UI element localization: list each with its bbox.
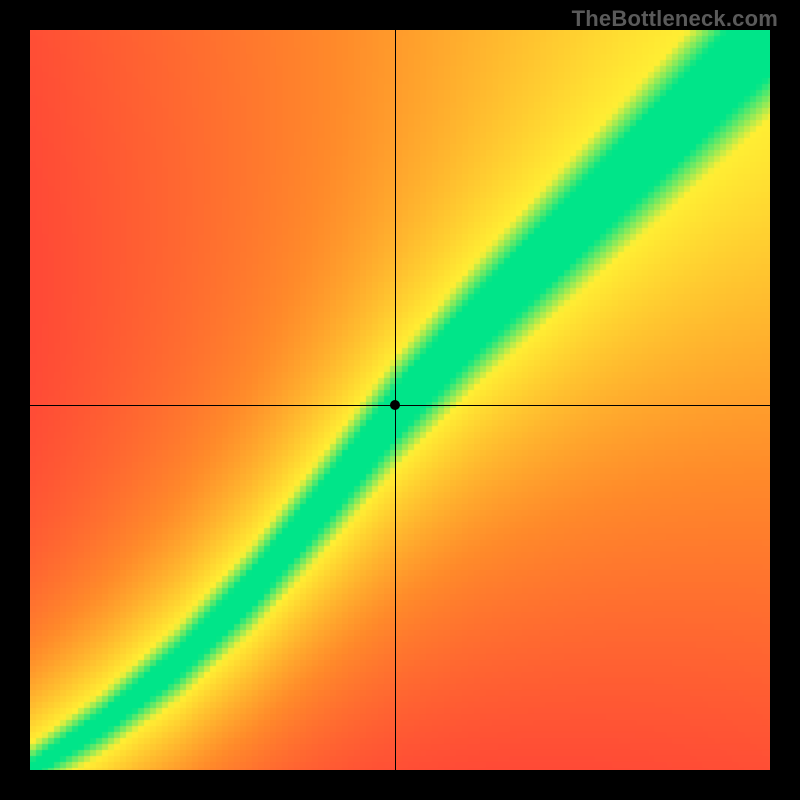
watermark-text: TheBottleneck.com [572, 6, 778, 32]
crosshair-marker [390, 400, 400, 410]
crosshair-horizontal [30, 405, 770, 406]
heatmap-canvas [30, 30, 770, 770]
heatmap-plot [30, 30, 770, 770]
